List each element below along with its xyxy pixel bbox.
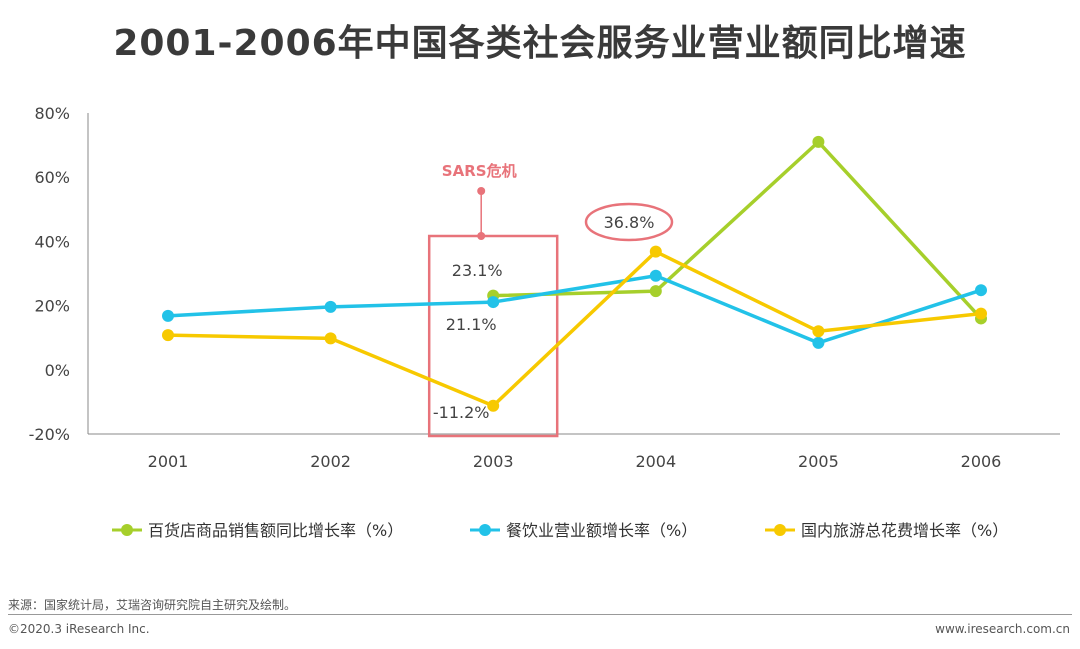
- legend-label-2: 餐饮业营业额增长率（%）: [506, 521, 697, 540]
- source-note: 来源：国家统计局，艾瑞咨询研究院自主研究及绘制。: [8, 598, 297, 612]
- line-chart: 80%60%40%20%0%-20% 2001 2002 2003 2004 2005 2…: [29, 104, 1060, 540]
- sars-highlight-box: [427, 234, 559, 438]
- series-point-1: [812, 135, 825, 148]
- series-point-3: [812, 325, 825, 338]
- y-tick-label: 0%: [45, 361, 70, 380]
- legend-marker-1: [121, 524, 133, 536]
- data-labels: 23.1% 21.1% -11.2% 36.8%: [433, 202, 674, 422]
- series-point-2: [324, 300, 337, 313]
- series-point-3: [649, 245, 662, 258]
- website-link[interactable]: www.iresearch.com.cn: [935, 622, 1070, 636]
- x-axis: 2001 2002 2003 2004 2005 2006: [88, 433, 1060, 471]
- x-tick-label: 2001: [148, 452, 189, 471]
- series-line-2: [167, 273, 982, 345]
- legend-marker-2: [479, 524, 491, 536]
- sars-highlight: SARS危机: [427, 162, 559, 438]
- data-label-travel-2004: 36.8%: [604, 213, 655, 232]
- highlight-circle-2004: [584, 202, 674, 242]
- page-title: 2001-2006年中国各类社会服务业营业额同比增速: [113, 23, 967, 64]
- legend-label-3: 国内旅游总花费增长率（%）: [801, 521, 1008, 540]
- series-group: [162, 135, 987, 412]
- x-tick-label: 2006: [961, 452, 1002, 471]
- x-tick-label: 2003: [473, 452, 514, 471]
- series-point-2: [975, 284, 987, 297]
- y-tick-label: 80%: [34, 104, 70, 123]
- sars-pointer-dot-bottom: [477, 232, 486, 240]
- x-tick-label: 2005: [798, 452, 839, 471]
- legend: 百货店商品销售额同比增长率（%） 餐饮业营业额增长率（%） 国内旅游总花费增长率（%…: [112, 521, 1008, 540]
- data-label-dept-2003: 23.1%: [452, 261, 503, 280]
- series-line-1: [493, 140, 983, 320]
- series-point-3: [487, 399, 500, 412]
- series-point-2: [812, 336, 825, 349]
- data-label-travel-2003: -11.2%: [433, 403, 490, 422]
- y-tick-label: 60%: [34, 168, 70, 187]
- sars-pointer-dot-top: [477, 187, 486, 195]
- y-tick-label: 40%: [34, 232, 70, 251]
- sars-label: SARS危机: [442, 162, 517, 180]
- copyright: ©2020.3 iResearch Inc.: [8, 622, 150, 636]
- series-point-3: [162, 329, 174, 342]
- x-tick-label: 2004: [635, 452, 676, 471]
- series-line-3: [167, 249, 982, 408]
- x-tick-label: 2002: [310, 452, 351, 471]
- y-axis: 80% 60% 40% 20% 0% -20%: [29, 104, 89, 444]
- series-point-3: [975, 307, 987, 320]
- series-point-1: [649, 285, 662, 298]
- series-point-2: [649, 269, 662, 282]
- y-tick-label: 20%: [34, 297, 70, 316]
- y-tick-label: -20%: [29, 425, 70, 444]
- footer-divider: [8, 614, 1072, 615]
- legend-label-1: 百货店商品销售额同比增长率（%）: [148, 521, 403, 540]
- series-point-3: [324, 332, 337, 345]
- data-label-food-2003: 21.1%: [446, 315, 497, 334]
- series-point-2: [162, 309, 174, 322]
- series-point-2: [487, 296, 500, 309]
- legend-marker-3: [774, 524, 786, 536]
